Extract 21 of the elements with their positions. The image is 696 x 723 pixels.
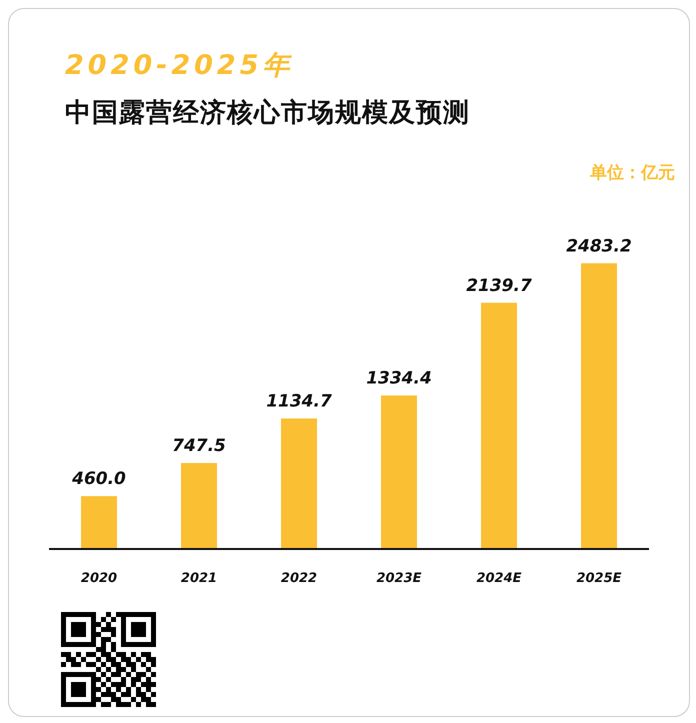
data-label: 2139.7 <box>466 276 532 296</box>
x-tick-label: 2022 <box>280 571 318 586</box>
x-tick-label: 2020 <box>80 571 118 586</box>
y-axis-title: 单位：亿元 <box>590 162 675 184</box>
bar <box>281 418 317 549</box>
x-tick-label: 2023E <box>376 571 422 586</box>
chart-subtitle: 中国露营经济核心市场规模及预测 <box>65 97 470 130</box>
data-label: 747.5 <box>172 436 226 456</box>
x-tick-label: 2021 <box>180 571 218 586</box>
bar <box>181 462 217 549</box>
bar <box>81 496 117 549</box>
chart-title: 2020-2025年 <box>65 49 294 83</box>
data-label: 1334.4 <box>366 368 432 388</box>
data-label: 2483.2 <box>566 236 632 256</box>
data-label: 460.0 <box>71 469 126 490</box>
x-tick-label: 2024E <box>476 571 522 586</box>
data-label: 1134.7 <box>266 391 332 412</box>
bar <box>481 302 517 549</box>
bar <box>381 395 417 549</box>
bar <box>581 263 617 549</box>
x-tick-label: 2025E <box>576 571 622 586</box>
